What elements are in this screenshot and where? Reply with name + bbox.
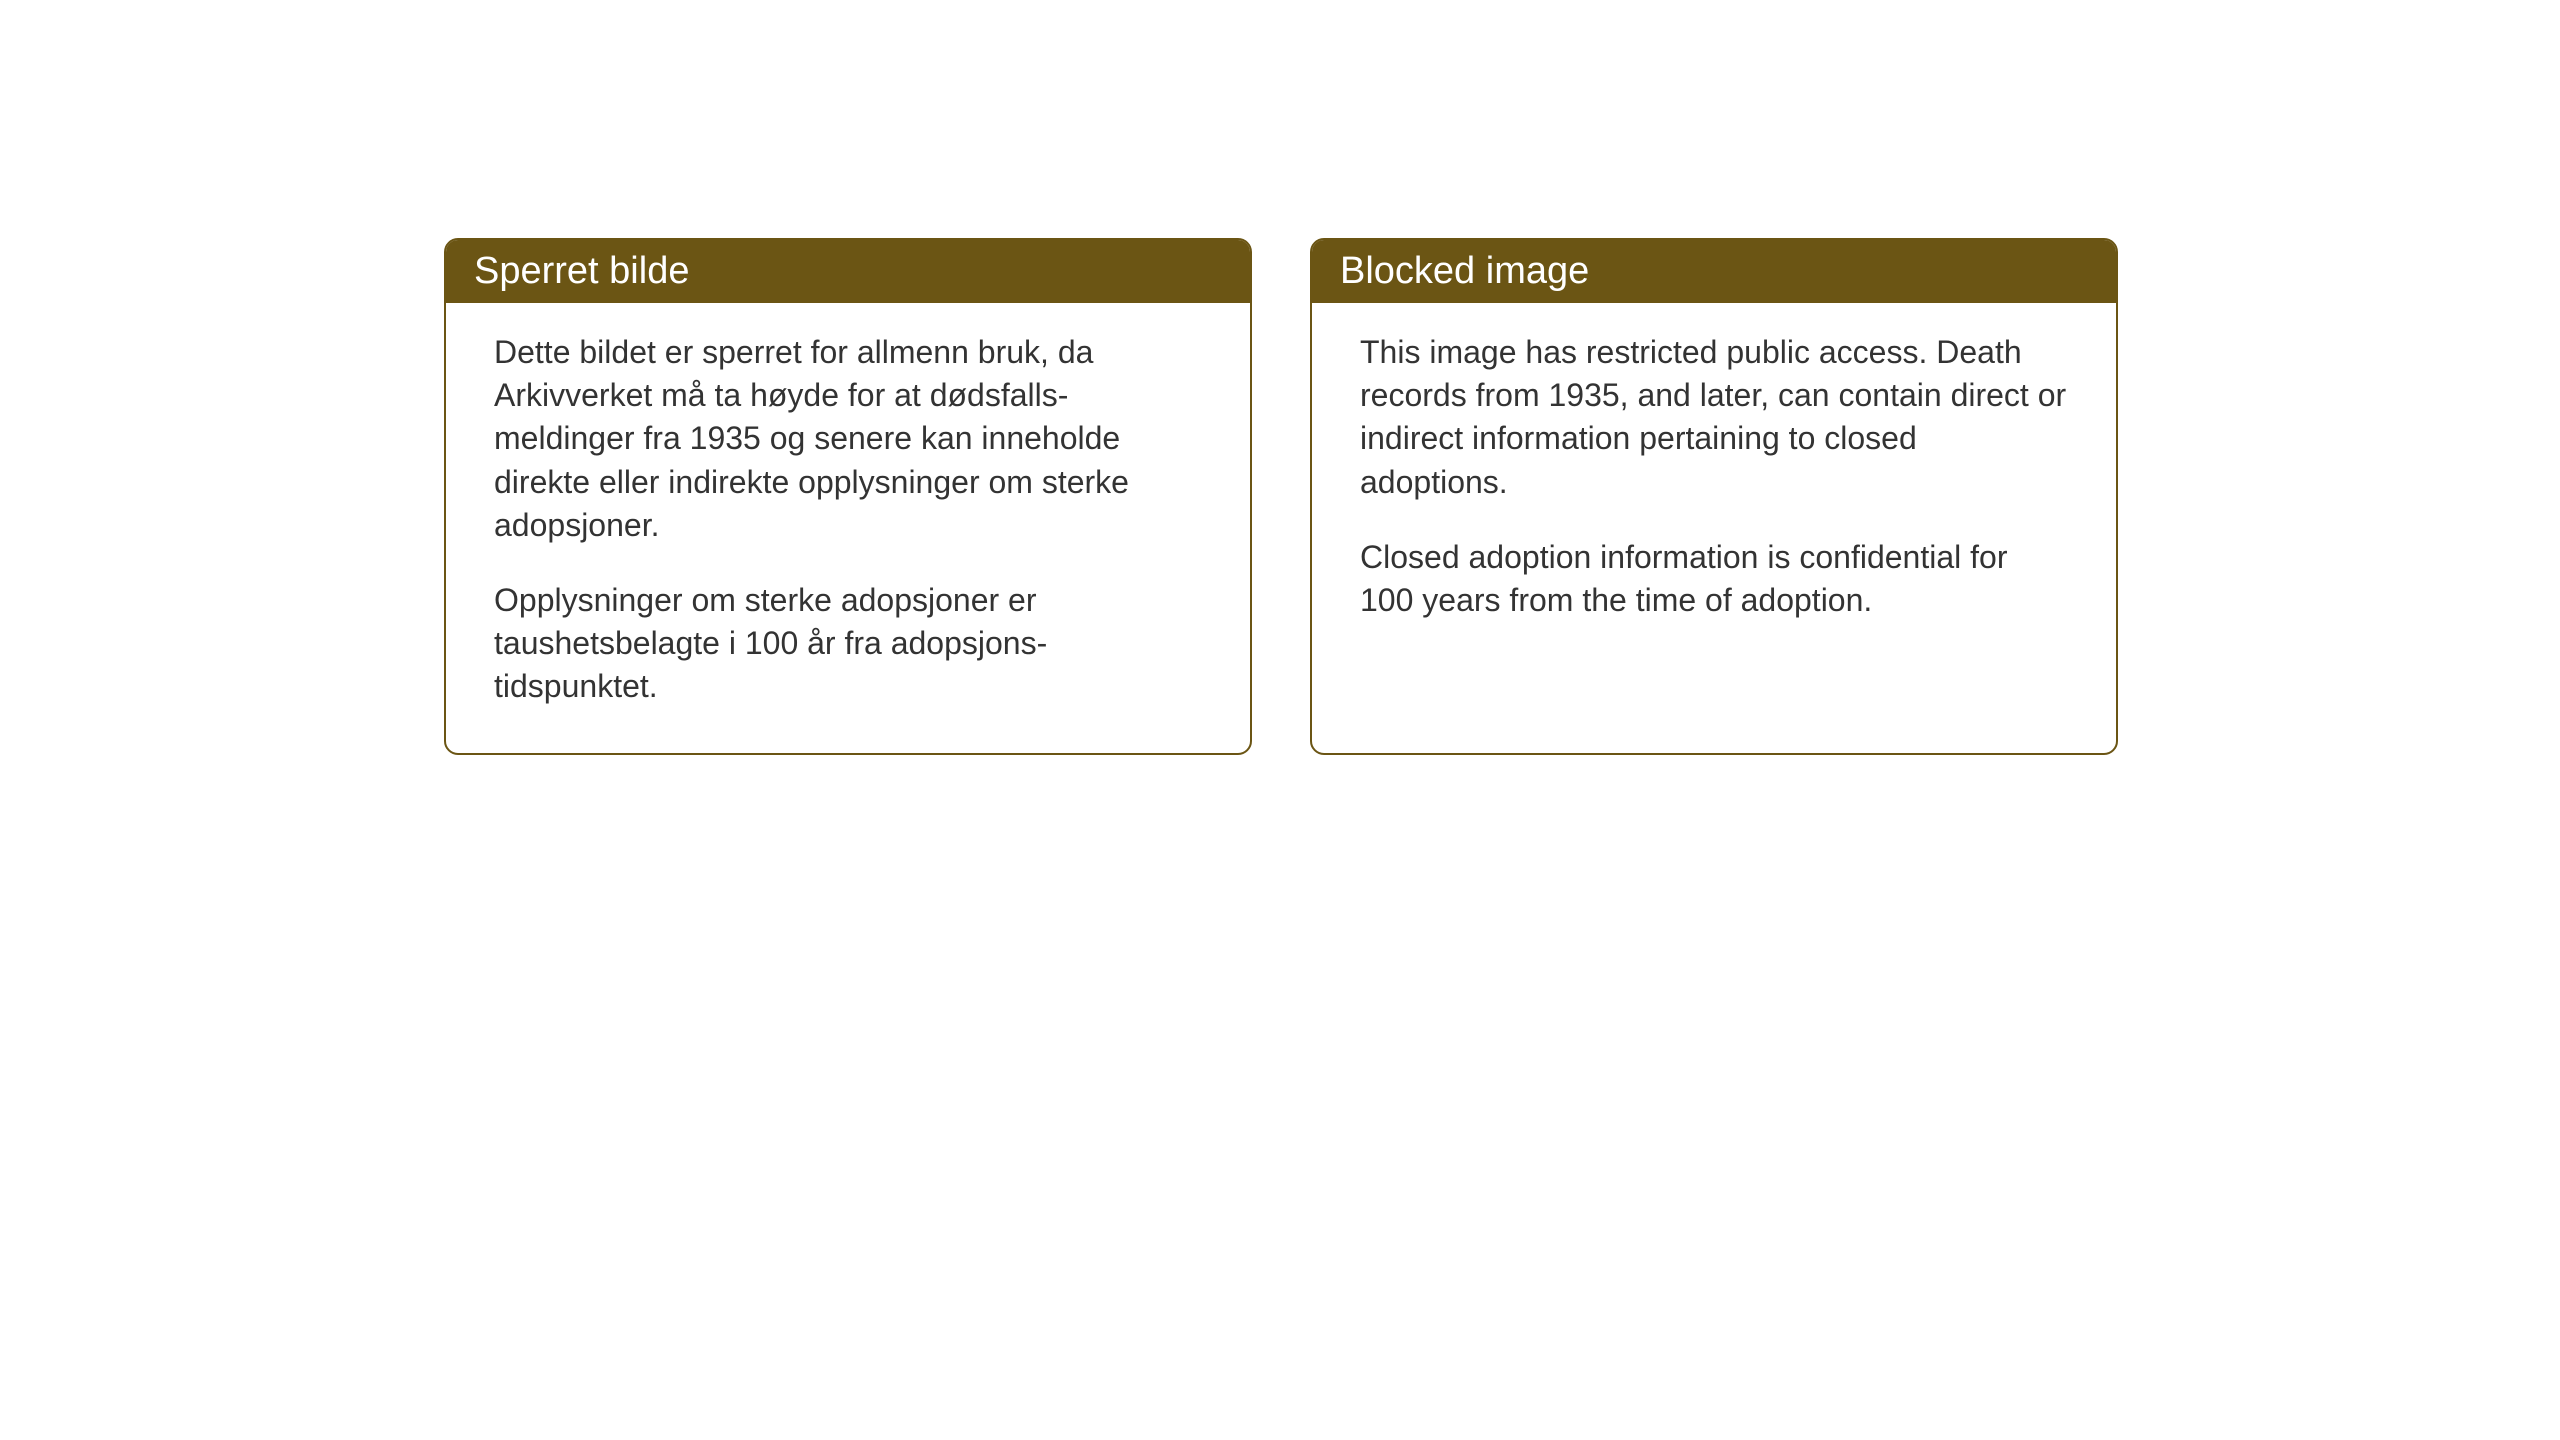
card-header-norwegian: Sperret bilde bbox=[446, 240, 1250, 303]
cards-container: Sperret bilde Dette bildet er sperret fo… bbox=[444, 238, 2118, 755]
card-paragraph1-norwegian: Dette bildet er sperret for allmenn bruk… bbox=[494, 331, 1202, 547]
card-body-english: This image has restricted public access.… bbox=[1312, 303, 2116, 666]
card-english: Blocked image This image has restricted … bbox=[1310, 238, 2118, 755]
card-paragraph2-norwegian: Opplysninger om sterke adopsjoner er tau… bbox=[494, 579, 1202, 709]
card-header-english: Blocked image bbox=[1312, 240, 2116, 303]
card-body-norwegian: Dette bildet er sperret for allmenn bruk… bbox=[446, 303, 1250, 753]
card-paragraph2-english: Closed adoption information is confident… bbox=[1360, 536, 2068, 622]
card-paragraph1-english: This image has restricted public access.… bbox=[1360, 331, 2068, 504]
card-title-english: Blocked image bbox=[1340, 250, 1589, 292]
card-title-norwegian: Sperret bilde bbox=[474, 250, 689, 292]
card-norwegian: Sperret bilde Dette bildet er sperret fo… bbox=[444, 238, 1252, 755]
